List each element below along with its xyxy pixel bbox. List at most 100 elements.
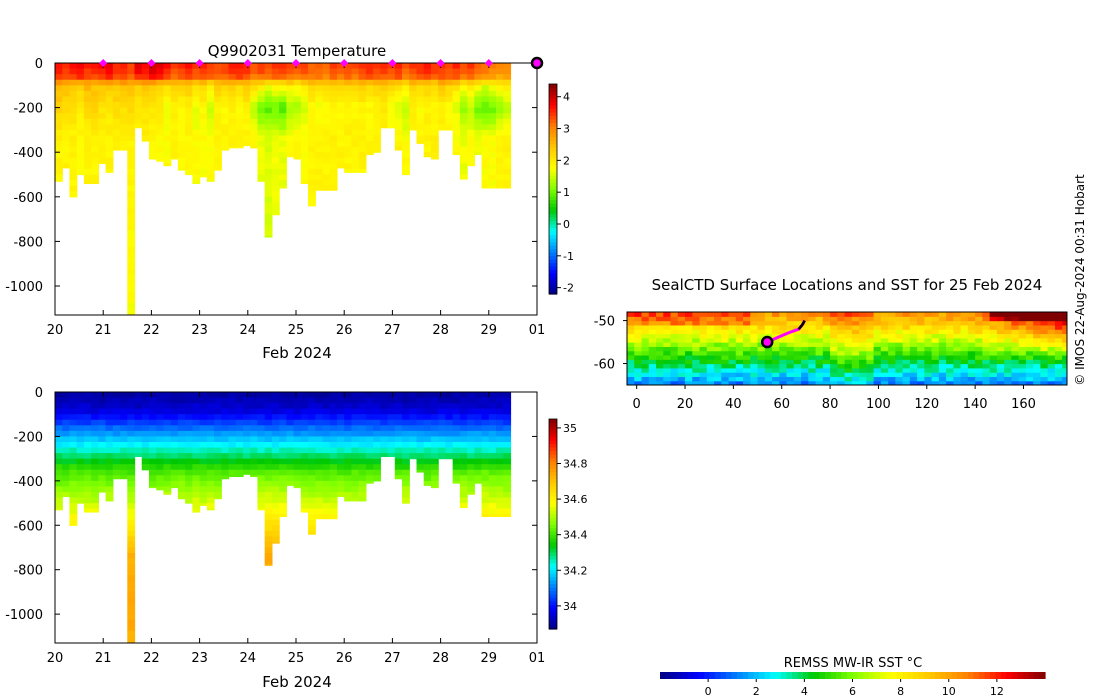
temperature-cell (308, 113, 316, 120)
salinity-cell (322, 436, 331, 443)
sst-cell (1054, 372, 1063, 378)
temperature-cell (112, 124, 121, 131)
sst-cell (648, 359, 657, 365)
sst-colorbar-step (1034, 672, 1041, 679)
salinity-cell (496, 469, 504, 476)
salinity-colorbar-step (549, 429, 557, 434)
salinity-cell (170, 458, 179, 465)
temperature-cell (235, 124, 244, 131)
sst-cell (953, 316, 962, 322)
temperature-cell (308, 174, 316, 181)
temperature-cell (69, 157, 78, 164)
sst-cell (967, 376, 976, 382)
salinity-cell (98, 403, 107, 410)
salinity-cell (430, 453, 439, 460)
temperature-cell (380, 63, 389, 70)
salinity-cell (257, 464, 266, 471)
temperature-cell (315, 129, 324, 137)
salinity-cell (163, 447, 172, 454)
temperature-cell (199, 107, 208, 114)
surface-marker (195, 59, 204, 67)
salinity-cell (214, 469, 222, 476)
salinity-cell (286, 414, 295, 421)
temperature-cell (112, 90, 121, 98)
salinity-cell (98, 436, 107, 443)
temperature-cell (62, 74, 71, 81)
sst-cell (815, 342, 824, 347)
sst-cell (837, 312, 846, 317)
salinity-cell (127, 497, 136, 504)
temperature-cell (156, 152, 165, 159)
temperature-cell (120, 118, 128, 125)
sst-cell (714, 342, 722, 347)
salinity-cell (409, 447, 418, 454)
sst-colorbar-step (902, 672, 909, 679)
sst-cell (808, 346, 817, 352)
temperature-cell (185, 152, 193, 159)
temperature-x-tick-label: 23 (191, 323, 208, 338)
sst-cell (801, 380, 809, 385)
salinity-cell (402, 469, 410, 476)
salinity-cell (257, 458, 266, 465)
surface-marker (436, 59, 445, 67)
sst-cell (772, 367, 780, 373)
salinity-cell (177, 475, 186, 482)
sst-cell (1018, 337, 1027, 343)
sst-cell (793, 380, 802, 385)
temperature-cell (329, 68, 338, 75)
salinity-cell (481, 419, 490, 426)
salinity-cell (322, 408, 331, 415)
salinity-cell (214, 464, 222, 471)
temperature-colorbar-step (549, 136, 557, 141)
sst-colorbar-step (957, 672, 964, 679)
temperature-cell (452, 113, 461, 120)
temperature-cell (496, 168, 504, 176)
salinity-cell (394, 441, 403, 449)
salinity-cell (402, 480, 410, 488)
temperature-colorbar-step (549, 255, 557, 260)
temperature-cell (271, 63, 280, 70)
temperature-x-tick-label: 25 (288, 323, 305, 338)
temperature-cell (221, 102, 230, 109)
temperature-cell (336, 129, 345, 137)
sst-cell (706, 333, 715, 339)
sst-cell (924, 346, 933, 352)
sst-cell (757, 316, 766, 322)
temperature-cell (163, 135, 172, 142)
temperature-cell (199, 141, 208, 148)
salinity-cell (242, 430, 251, 438)
sst-cell (627, 342, 635, 347)
sst-cell (706, 337, 715, 343)
temperature-cell (271, 152, 280, 159)
temperature-cell (62, 68, 71, 75)
sst-cell (1054, 342, 1063, 347)
sst-colorbar-step (896, 672, 903, 679)
salinity-cell (170, 469, 179, 476)
temperature-cell (62, 124, 71, 131)
temperature-cell (148, 63, 157, 70)
salinity-cell (315, 475, 324, 482)
salinity-cell (293, 397, 302, 404)
salinity-cell (242, 458, 251, 465)
sst-cell (750, 312, 759, 317)
temperature-cell (481, 141, 490, 148)
salinity-cell (481, 480, 490, 488)
temperature-cell (503, 163, 512, 170)
temperature-cell (445, 107, 454, 114)
sst-cell (895, 329, 904, 335)
temperature-cell (257, 63, 266, 70)
temperature-cell (228, 135, 237, 142)
temperature-cell (315, 141, 324, 148)
temperature-cell (300, 79, 309, 86)
temperature-colorbar-step (549, 91, 557, 96)
salinity-cell (221, 464, 230, 471)
temperature-cell (452, 79, 461, 86)
sst-map-x-tick-label: 40 (725, 397, 742, 412)
sst-colorbar-step (819, 672, 826, 679)
salinity-cell (112, 392, 121, 399)
temperature-cell (199, 113, 208, 120)
temperature-cell (496, 163, 504, 170)
temperature-cell (264, 68, 273, 75)
salinity-colorbar-step (549, 492, 557, 497)
temperature-cell (488, 85, 497, 92)
